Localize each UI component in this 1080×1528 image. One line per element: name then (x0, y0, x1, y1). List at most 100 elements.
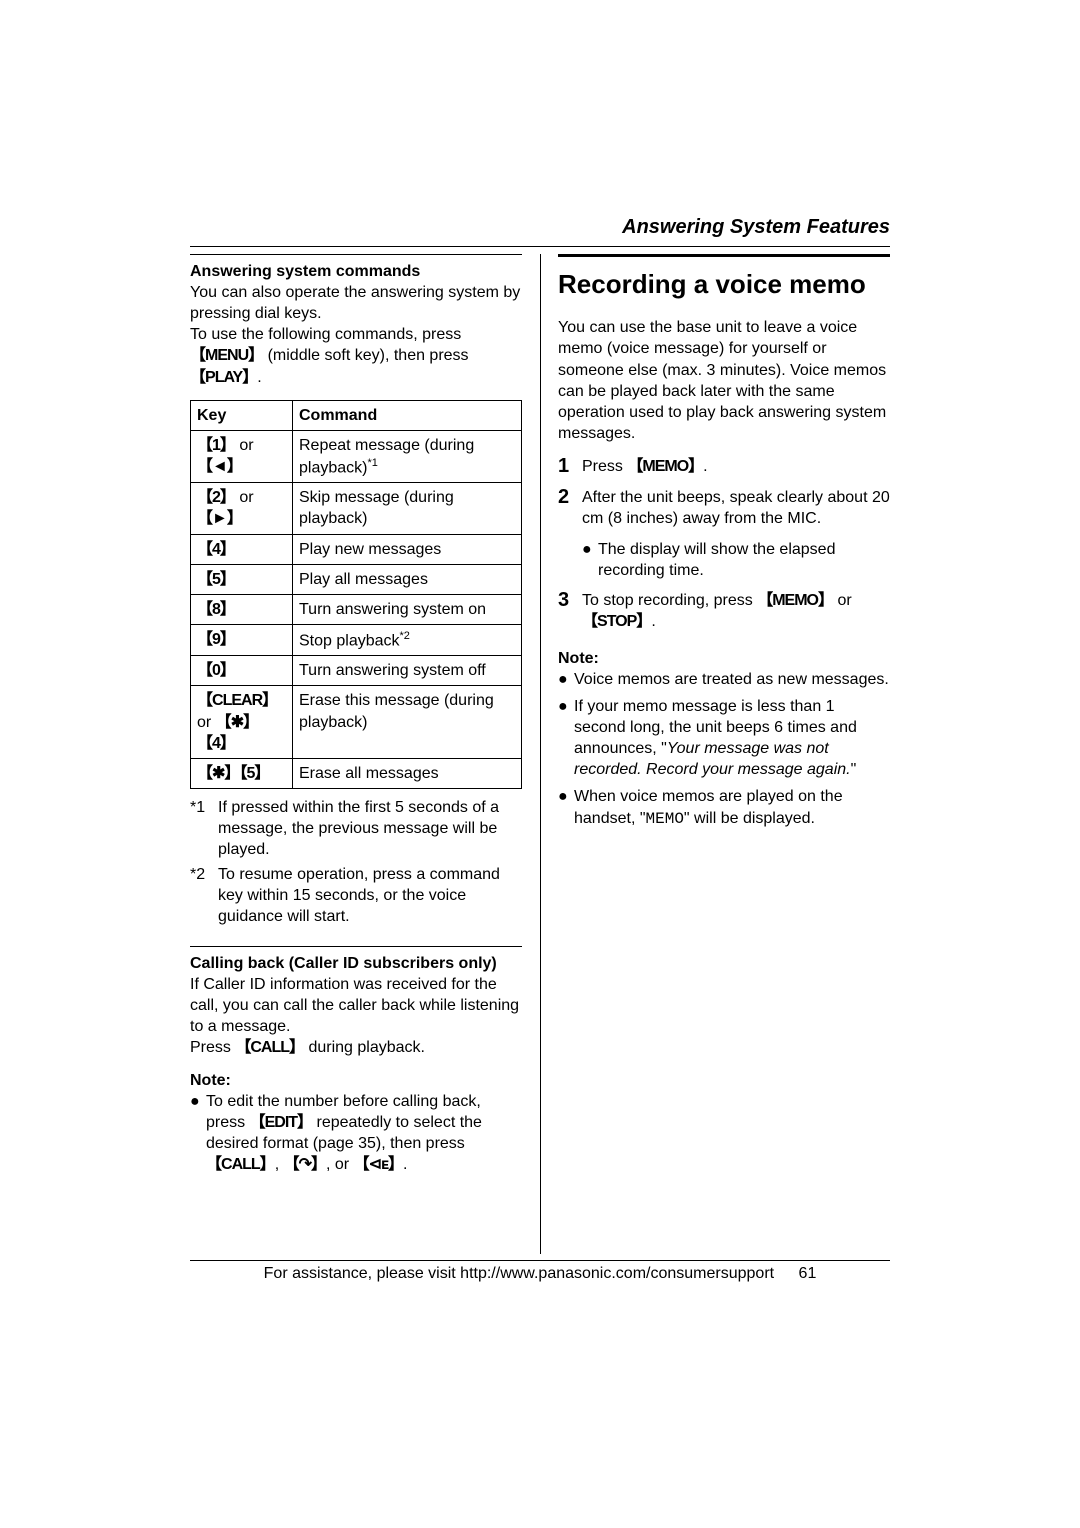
calling-back-heading: Calling back (Caller ID subscribers only… (190, 953, 522, 974)
bullet-dot-icon: ● (582, 539, 592, 581)
step-number: 1 (558, 456, 574, 477)
text: during playback. (304, 1039, 425, 1056)
text: . (403, 1156, 407, 1173)
note-label: Note: (190, 1070, 522, 1091)
key-4: 4 (197, 541, 235, 558)
bullet-dot-icon: ● (190, 1091, 200, 1175)
stop-key: STOP (582, 613, 651, 630)
table-row: 1 or ◄ Repeat message (during playback)*… (191, 430, 522, 483)
bullet-dot-icon: ● (558, 696, 568, 780)
key-0: 0 (197, 662, 235, 679)
step-number: 2 (558, 487, 574, 529)
table-row: 8 Turn answering system on (191, 594, 522, 624)
text: (middle soft key), then press (263, 347, 468, 364)
page-number: 61 (799, 1265, 817, 1282)
text: . (257, 369, 261, 386)
call-key: CALL (206, 1156, 275, 1173)
step-3: 3 To stop recording, press MEMO or STOP. (558, 590, 890, 632)
text: . (651, 613, 655, 630)
footnote-key: *1 (190, 797, 212, 860)
cmd-text: Stop playback (299, 632, 400, 649)
bullet-dot-icon: ● (558, 786, 568, 829)
right-column: Recording a voice memo You can use the b… (558, 254, 890, 836)
text: Press (190, 1039, 235, 1056)
cmd-text: Skip message (during playback) (299, 489, 454, 527)
display-text: MEMO (646, 810, 684, 828)
cmd-text: Erase this message (during playback) (299, 692, 494, 730)
key-5b: 5 (239, 765, 269, 782)
key-right-icon: ► (197, 510, 242, 527)
cmd-text: Turn answering system on (299, 601, 486, 618)
calling-back-text: If Caller ID information was received fo… (190, 974, 522, 1037)
assistance-text: For assistance, please visit http://www.… (264, 1265, 774, 1282)
talk-icon: ↷ (284, 1156, 326, 1173)
header-rule (190, 246, 890, 247)
calling-back-press: Press CALL during playback. (190, 1037, 522, 1058)
key-2: 2 (197, 489, 235, 506)
answering-commands-heading: Answering system commands (190, 261, 522, 282)
manual-page: Answering System Features Answering syst… (190, 216, 890, 1276)
key-clear: CLEAR (197, 692, 277, 709)
cmd-text: Erase all messages (299, 765, 439, 782)
text: To use the following commands, press (190, 326, 461, 343)
key-5: 5 (197, 571, 235, 588)
column-separator (540, 254, 541, 1254)
menu-key: MENU (190, 347, 263, 364)
memo-key: MEMO (627, 458, 703, 475)
table-row: CLEAR or ✱ 4 Erase this message (during p… (191, 686, 522, 758)
commands-table: Key Command 1 or ◄ Repeat message (durin… (190, 400, 522, 789)
footnote-key: *2 (190, 864, 212, 927)
footnote-text: To resume operation, press a command key… (218, 864, 522, 927)
text: , or (326, 1156, 354, 1173)
table-row: 0 Turn answering system off (191, 656, 522, 686)
text: " will be displayed. (684, 810, 815, 827)
key-4b: 4 (197, 735, 235, 752)
answering-commands-intro: You can also operate the answering syste… (190, 282, 522, 388)
table-header-row: Key Command (191, 400, 522, 430)
play-key: PLAY (190, 369, 257, 386)
note-bullet: ● If your memo message is less than 1 se… (558, 696, 890, 780)
key-star-icon: ✱ (197, 765, 239, 782)
text: To stop recording, press (582, 592, 757, 609)
text: or (197, 714, 216, 731)
table-row: 5 Play all messages (191, 564, 522, 594)
note-bullet: ● When voice memos are played on the han… (558, 786, 890, 829)
text: " (851, 761, 857, 778)
note-text: Voice memos are treated as new messages. (574, 669, 889, 690)
left-column: Answering system commands You can also o… (190, 254, 522, 1182)
cmd-text: Play all messages (299, 571, 428, 588)
bullet-dot-icon: ● (558, 669, 568, 690)
edit-key: EDIT (250, 1114, 312, 1131)
step-text: To stop recording, press MEMO or STOP. (582, 590, 890, 632)
section-rule (190, 254, 522, 255)
section-header: Answering System Features (622, 216, 890, 239)
h2-rule (558, 254, 890, 257)
note-text: If your memo message is less than 1 seco… (574, 696, 890, 780)
step-1: 1 Press MEMO. (558, 456, 890, 477)
page-footer: For assistance, please visit http://www.… (190, 1260, 890, 1283)
text: or (235, 437, 254, 454)
cmd-text: Repeat message (during playback) (299, 437, 474, 476)
recording-memo-intro: You can use the base unit to leave a voi… (558, 317, 890, 444)
text: The display will show the elapsed record… (598, 539, 890, 581)
table-row: 4 Play new messages (191, 534, 522, 564)
call-key: CALL (235, 1039, 304, 1056)
footnote-2: *2 To resume operation, press a command … (190, 864, 522, 927)
key-1: 1 (197, 437, 235, 454)
footer-rule (190, 1260, 890, 1261)
footnote-ref: *2 (400, 630, 410, 642)
footnote-text: If pressed within the first 5 seconds of… (218, 797, 522, 860)
note-bullet: ● Voice memos are treated as new message… (558, 669, 890, 690)
recording-memo-heading: Recording a voice memo (558, 267, 890, 301)
key-8: 8 (197, 601, 235, 618)
step-2: 2 After the unit beeps, speak clearly ab… (558, 487, 890, 529)
step-2-sub: ● The display will show the elapsed reco… (582, 539, 890, 581)
speaker-icon: ⊲ᴇ (354, 1156, 403, 1173)
key-star-icon: ✱ (216, 714, 258, 731)
footer-text: For assistance, please visit http://www.… (190, 1265, 890, 1283)
col-command: Command (293, 400, 522, 430)
text: , (275, 1156, 284, 1173)
footnote-ref: *1 (367, 457, 377, 469)
step-text: Press MEMO. (582, 456, 708, 477)
cmd-text: Turn answering system off (299, 662, 486, 679)
